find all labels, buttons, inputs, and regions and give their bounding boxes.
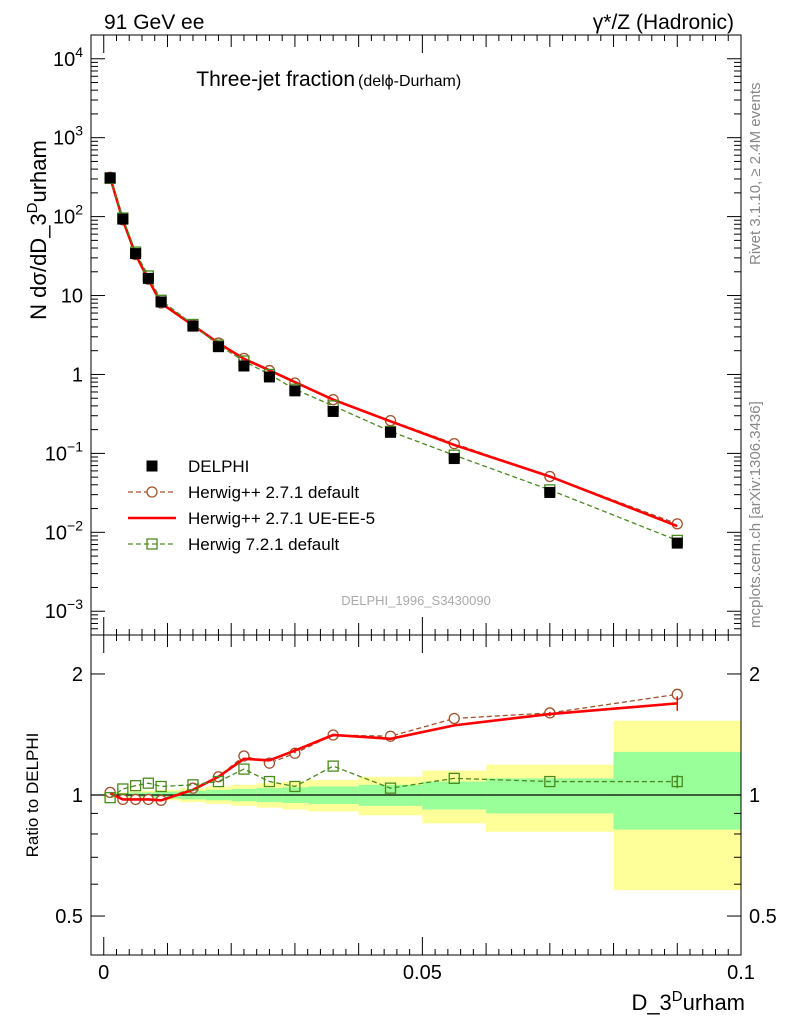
square-marker	[146, 538, 158, 550]
square-marker	[155, 780, 167, 793]
data-point	[104, 172, 116, 184]
xtick-label: 0	[98, 962, 109, 984]
main-ytick-label: 102	[53, 202, 83, 229]
main-panel: 10−3 10−2 10−1 1 10 102 103 104	[45, 34, 742, 636]
chart-subtitle: (delϕ-Durham)	[358, 73, 461, 90]
main-ylabel: N dσ/dD_3Durham	[24, 140, 51, 320]
ratio-ylabel: Ratio to DELPHI	[23, 733, 42, 858]
ratio-ytick-label: 1	[72, 785, 83, 807]
legend-label: Herwig++ 2.7.1 default	[188, 483, 359, 502]
square-marker	[327, 760, 339, 772]
ratio-panel: 0.5 0.5 1 1 2 2 0 0.05 0.1	[55, 634, 777, 984]
ratio-series	[104, 688, 683, 806]
data-point	[212, 341, 224, 353]
xlabel: D_3Durham	[631, 988, 745, 1015]
xtick-label: 0.1	[727, 962, 755, 984]
ratio-ytick-label: 0.5	[55, 906, 83, 928]
main-ylabel-text: N dσ/dD_3Durham	[24, 140, 51, 320]
main-ytick-label: 1	[72, 364, 83, 386]
mcplots-note-text: mcplots.cern.ch [arXiv:1306.3436]	[747, 401, 764, 628]
main-ytick-label: 104	[53, 44, 83, 71]
data-point	[544, 486, 556, 498]
header-right: γ*/Z (Hadronic)	[593, 11, 734, 34]
legend-label: Herwig 7.2.1 default	[188, 535, 339, 554]
xtick-label: 0.05	[403, 962, 442, 984]
ratio-ytick-label-right: 0.5	[749, 906, 777, 928]
ratio-ytick-label-right: 1	[749, 785, 760, 807]
data-point	[448, 453, 460, 465]
square-marker	[212, 775, 225, 788]
header-left: 91 GeV ee	[104, 11, 204, 34]
data-point	[146, 460, 158, 472]
series-line-2	[108, 177, 678, 528]
data-point	[385, 426, 397, 438]
data-point	[117, 213, 129, 225]
data-point	[327, 405, 339, 417]
main-series	[104, 171, 683, 549]
square-marker	[117, 783, 129, 795]
data-point	[671, 537, 683, 549]
data-point	[187, 320, 199, 332]
ratio-uncertainty-bands	[103, 720, 741, 891]
data-point	[130, 248, 142, 260]
data-point	[263, 371, 275, 383]
data-point	[289, 385, 301, 397]
series-line-2	[109, 765, 678, 799]
square-marker	[263, 775, 276, 788]
square-marker	[104, 791, 116, 804]
circle-marker	[146, 486, 158, 498]
square-marker	[384, 782, 397, 794]
band-green	[613, 751, 741, 830]
data-point	[238, 360, 250, 372]
data-point	[155, 296, 167, 308]
chart-title: Three-jet fraction	[196, 68, 355, 91]
main-ytick-label: 103	[53, 123, 83, 150]
main-ytick-label: 10	[61, 286, 83, 308]
rivet-note-text: Rivet 3.1.10, ≥ 2.4M events	[747, 83, 764, 266]
series-line-1	[109, 702, 678, 802]
square-marker	[544, 775, 556, 788]
square-marker	[142, 777, 155, 789]
square-marker	[187, 779, 199, 791]
main-ytick-label: 10−3	[45, 596, 83, 623]
square-marker	[448, 772, 460, 785]
ratio-ylabel-text: Ratio to DELPHI	[23, 733, 42, 858]
main-ytick-label: 10−2	[45, 517, 83, 544]
band-green	[486, 778, 614, 814]
rivet-note: Rivet 3.1.10, ≥ 2.4M events	[747, 83, 764, 266]
mcplots-note: mcplots.cern.ch [arXiv:1306.3436]	[747, 401, 764, 628]
data-point	[142, 272, 154, 284]
ratio-ytick-label-right: 2	[749, 664, 760, 686]
square-marker	[238, 763, 250, 775]
legend: DELPHI Herwig++ 2.7.1 default Herwig++ 2.7…	[128, 457, 375, 554]
circle-marker	[448, 712, 460, 725]
main-ytick-label: 10−1	[45, 438, 83, 465]
legend-label: Herwig++ 2.7.1 UE-EE-5	[188, 509, 375, 528]
square-marker	[129, 780, 142, 792]
ratio-ytick-label: 2	[72, 664, 83, 686]
analysis-watermark: DELPHI_1996_S3430090	[341, 593, 491, 608]
square-marker	[671, 775, 683, 788]
legend-label: DELPHI	[188, 457, 249, 476]
square-marker	[289, 780, 301, 793]
